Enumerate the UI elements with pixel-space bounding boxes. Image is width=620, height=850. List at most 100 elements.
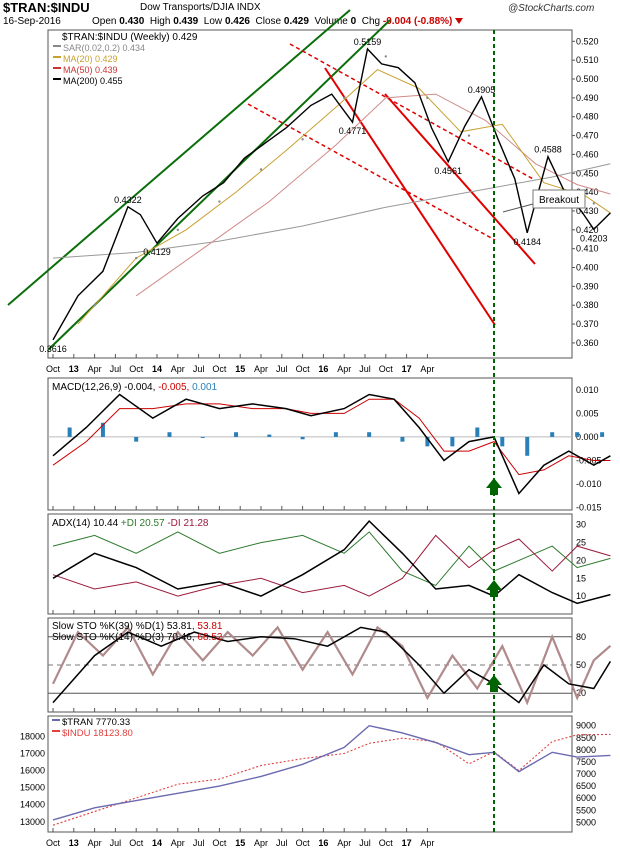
macd-histogram-bar — [450, 436, 455, 447]
legend-swatch — [53, 45, 61, 47]
y-tick-label: 0.410 — [576, 244, 599, 254]
y-tick-label: 0.390 — [576, 281, 599, 291]
sar-dot — [467, 134, 471, 137]
stochastic-legend-39: Slow STO %K(39) %D(1) 53.81, 53.81 — [52, 621, 223, 632]
red-trendline-upper — [384, 93, 536, 265]
y-tick-label: 0.370 — [576, 319, 599, 329]
y-tick-label: 0.430 — [576, 206, 599, 216]
y-tick-label-left: 14000 — [20, 800, 45, 810]
y-tick-label: 20 — [576, 555, 586, 565]
y-tick-label-right: 5000 — [576, 817, 596, 827]
price-annotation: 0.4588 — [534, 145, 562, 155]
x-tick-label: Oct — [129, 364, 144, 374]
price-annotation: 0.3616 — [39, 344, 67, 354]
sar-dot — [176, 228, 179, 232]
x-tick-label: Apr — [337, 364, 351, 374]
y-tick-label-left: 15000 — [20, 783, 45, 793]
red-channel-dashed-lower — [247, 103, 496, 241]
y-tick-label: 0.010 — [576, 385, 599, 395]
x-tick-label: 14 — [152, 838, 162, 848]
y-tick-label: 0.360 — [576, 338, 599, 348]
x-tick-label: Apr — [254, 838, 268, 848]
breakout-callout-box — [532, 189, 586, 209]
x-tick-label: Jul — [193, 364, 205, 374]
y-tick-label: -0.015 — [576, 503, 602, 513]
x-tick-label: 17 — [402, 838, 412, 848]
macd-histogram-bar — [425, 436, 430, 447]
legend-swatch-indu — [52, 730, 60, 732]
breakout-callout-pointer — [502, 203, 534, 213]
y-tick-label: -0.010 — [576, 479, 602, 489]
sar-dot — [343, 96, 346, 100]
green-up-arrow-icon — [486, 675, 502, 692]
y-tick-label: 0.400 — [576, 263, 599, 273]
legend-swatch — [53, 67, 61, 69]
y-tick-label-right: 7500 — [576, 757, 596, 767]
sar-dot — [301, 138, 304, 141]
plus-di-line — [52, 531, 611, 587]
x-tick-label: Apr — [88, 838, 102, 848]
macd-histogram-bar — [550, 432, 555, 437]
x-tick-label: Apr — [171, 838, 185, 848]
legend-entry: $TRAN:$INDU (Weekly) 0.429 — [62, 32, 198, 43]
adx-line — [52, 520, 611, 605]
macd-histogram-bar — [600, 432, 605, 437]
comparison-legend-tran: $TRAN 7770.33 — [62, 717, 130, 728]
y-tick-label: 80 — [576, 632, 586, 642]
x-tick-label: Oct — [129, 838, 144, 848]
chg-value: -0.004 (-0.88%) — [382, 16, 453, 27]
comparison-legend-indu: $INDU 18123.80 — [62, 728, 133, 739]
y-tick-label-left: 17000 — [20, 749, 45, 759]
macd-histogram-bar — [333, 432, 338, 437]
y-tick-label: 0.380 — [576, 300, 599, 310]
chg-label: Chg — [361, 16, 381, 27]
y-tick-label: 10 — [576, 591, 586, 601]
x-tick-label: Apr — [88, 364, 102, 374]
y-tick-label-right: 6000 — [576, 793, 596, 803]
y-tick-label: 20 — [576, 688, 586, 698]
y-tick-label: 50 — [576, 660, 586, 670]
macd-histogram-bar — [300, 436, 305, 440]
y-tick-label: 0.000 — [576, 432, 599, 442]
price-annotation: 0.4561 — [434, 166, 462, 176]
y-tick-label-right: 7000 — [576, 769, 596, 779]
chart-title: $TRAN:$INDU — [3, 0, 90, 15]
y-tick-label: 0.500 — [576, 74, 599, 84]
x-tick-label: Oct — [212, 364, 227, 374]
x-tick-label: Oct — [379, 838, 394, 848]
y-tick-label-left: 13000 — [20, 817, 45, 827]
sar-dot — [259, 168, 263, 171]
price-annotation: 0.5159 — [354, 37, 382, 47]
price-annotation: 0.4905 — [468, 85, 496, 95]
x-tick-label: Oct — [212, 838, 227, 848]
price-legend-item: MA(50) 0.439 — [63, 65, 118, 75]
macd-histogram-bar — [575, 432, 580, 437]
price-line — [52, 47, 611, 341]
adx-legend: ADX(14) 10.44 +DI 20.57 -DI 21.28 — [52, 518, 209, 529]
y-tick-label: 0.005 — [576, 408, 599, 418]
x-tick-label: Jul — [359, 838, 371, 848]
legend-entry: 0.001 — [189, 382, 217, 393]
panel-frame-comparison — [47, 715, 573, 833]
macd-histogram-bar — [200, 436, 205, 438]
macd-line — [52, 393, 611, 495]
low-value: 0.426 — [224, 16, 250, 27]
red-trendline-lower — [324, 67, 496, 326]
green-up-arrow-icon — [486, 478, 502, 495]
legend-entry: MACD(12,26,9) -0.004, — [52, 382, 155, 393]
y-tick-label: 0.510 — [576, 55, 599, 65]
legend-swatch — [53, 56, 61, 58]
y-tick-label: 30 — [576, 520, 586, 530]
y-tick-label: 0.450 — [576, 168, 599, 178]
macd-histogram-bar — [100, 422, 105, 437]
high-value: 0.439 — [173, 16, 199, 27]
y-tick-label-right: 8500 — [576, 733, 596, 743]
x-tick-label: Jul — [110, 364, 122, 374]
macd-histogram-bar — [267, 434, 272, 437]
y-tick-label: 0.420 — [576, 225, 599, 235]
y-tick-label: 0.480 — [576, 112, 599, 122]
x-tick-label: Oct — [46, 838, 61, 848]
price-annotation: 0.4129 — [143, 247, 171, 257]
x-tick-label: Oct — [379, 364, 394, 374]
x-tick-label: 16 — [318, 364, 328, 374]
